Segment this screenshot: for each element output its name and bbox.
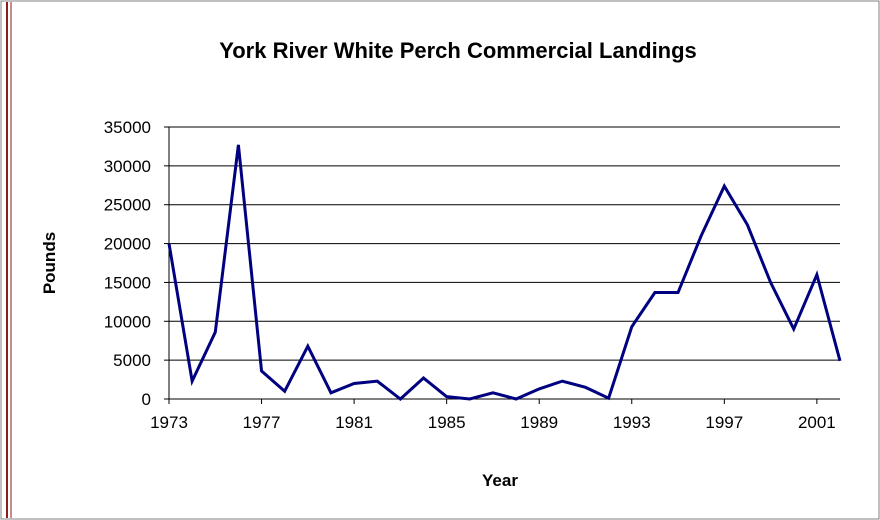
- y-axis-label: Pounds: [40, 232, 59, 294]
- y-tick-label: 5000: [113, 351, 151, 370]
- y-tick-label: 10000: [104, 312, 151, 331]
- x-tick-label: 1977: [243, 413, 281, 432]
- y-tick-label: 15000: [104, 273, 151, 292]
- x-tick-label: 1989: [520, 413, 558, 432]
- y-tick-label: 20000: [104, 235, 151, 254]
- y-tick-label: 35000: [104, 118, 151, 137]
- x-tick-label: 1985: [428, 413, 466, 432]
- x-tick-label: 2001: [798, 413, 836, 432]
- x-tick-label: 1997: [705, 413, 743, 432]
- x-axis-label: Year: [482, 471, 518, 490]
- data-line: [167, 144, 842, 401]
- x-tick-label: 1993: [613, 413, 651, 432]
- y-tick-label: 0: [142, 390, 151, 409]
- chart-title: York River White Perch Commercial Landin…: [219, 38, 697, 63]
- y-tick-label: 25000: [104, 196, 151, 215]
- x-tick-label: 1981: [335, 413, 373, 432]
- x-tick-label: 1973: [150, 413, 188, 432]
- y-tick-label: 30000: [104, 157, 151, 176]
